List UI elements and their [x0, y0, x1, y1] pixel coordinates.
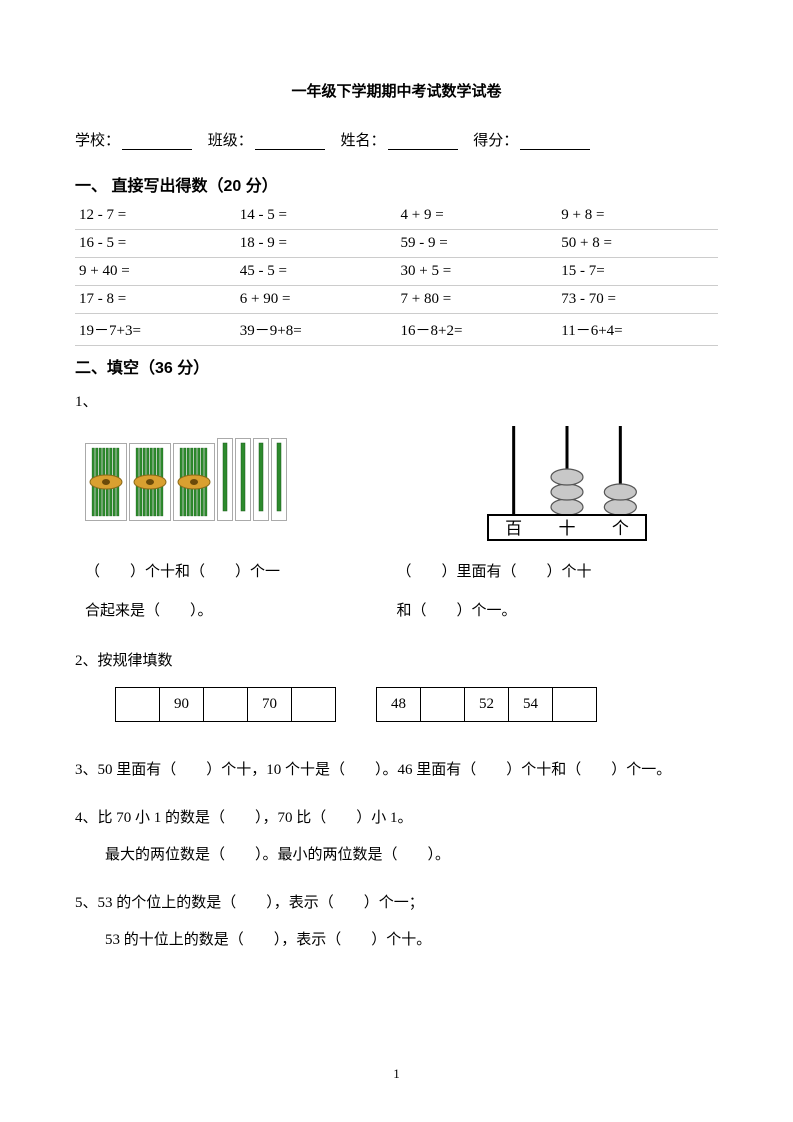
pattern-cell	[421, 688, 465, 722]
stick-bundle	[129, 443, 171, 521]
q1-container: 百十个	[75, 426, 718, 541]
bundle-icon	[176, 446, 212, 518]
stick-single	[271, 438, 287, 521]
arith-cell: 50 + 8 =	[557, 230, 718, 258]
q1-text-row: （ ）个十和（ ）个一 合起来是（ ）。 （ ）里面有（ ）个十 和（ ）个一。	[75, 553, 718, 631]
q3-text: 50 里面有（ ）个十，10 个十是（ ）。46 里面有（ ）个十和（ ）个一。	[98, 762, 672, 778]
arith-cell: 6 + 90 =	[236, 286, 397, 314]
q1-left-line2: 合起来是（ ）。	[85, 592, 397, 631]
arith-cell: 73 - 70 =	[557, 286, 718, 314]
pattern-cell: 48	[377, 688, 421, 722]
svg-text:十: 十	[559, 519, 576, 538]
q1-right-line2: 和（ ）个一。	[397, 592, 719, 631]
q1-left-line1: （ ）个十和（ ）个一	[85, 553, 397, 592]
q1-left-text: （ ）个十和（ ）个一 合起来是（ ）。	[75, 553, 397, 631]
svg-text:个: 个	[612, 519, 629, 538]
arith-cell: 9 + 8 =	[557, 202, 718, 230]
pattern-cell: 52	[465, 688, 509, 722]
q1-number: 1、	[75, 384, 718, 420]
q5: 5、53 的个位上的数是（ ），表示（ ）个一； 53 的十位上的数是（ ），表…	[75, 885, 718, 960]
q5-line1: 53 的个位上的数是（ ），表示（ ）个一；	[98, 895, 424, 911]
arith-cell: 45 - 5 =	[236, 258, 397, 286]
name-blank[interactable]	[388, 134, 458, 150]
arith-cell: 30 + 5 =	[397, 258, 558, 286]
arith-cell: 12 - 7 =	[75, 202, 236, 230]
q5-num: 5、	[75, 895, 98, 911]
page-number: 1	[0, 1066, 793, 1082]
arith-cell: 59 - 9 =	[397, 230, 558, 258]
arith-cell: 19－7+3=	[75, 314, 236, 346]
score-label: 得分：	[473, 133, 518, 149]
pattern-cell	[204, 688, 248, 722]
q3: 3、50 里面有（ ）个十，10 个十是（ ）。46 里面有（ ）个十和（ ）个…	[75, 752, 718, 790]
q4: 4、比 70 小 1 的数是（ ），70 比（ ）小 1。 最大的两位数是（ ）…	[75, 800, 718, 875]
school-label: 学校：	[75, 133, 120, 149]
school-blank[interactable]	[122, 134, 192, 150]
q2-num: 2、	[75, 653, 98, 669]
arithmetic-table: 12 - 7 =14 - 5 =4 + 9 =9 + 8 = 16 - 5 =18…	[75, 202, 718, 346]
q4-num: 4、	[75, 810, 98, 826]
q1-right-text: （ ）里面有（ ）个十 和（ ）个一。	[397, 553, 719, 631]
stick-bundle	[85, 443, 127, 521]
arith-cell: 16 - 5 =	[75, 230, 236, 258]
page-title: 一年级下学期期中考试数学试卷	[75, 80, 718, 101]
arith-cell: 11－6+4=	[557, 314, 718, 346]
sticks-illustration	[85, 426, 397, 521]
q2-text: 按规律填数	[98, 653, 173, 669]
arith-cell: 17 - 8 =	[75, 286, 236, 314]
pattern-tables: 90 70 48 5254	[75, 687, 718, 722]
pattern-cell: 54	[509, 688, 553, 722]
info-row: 学校： 班级： 姓名： 得分：	[75, 129, 718, 150]
stick-icon	[257, 441, 265, 513]
arith-cell: 18 - 9 =	[236, 230, 397, 258]
name-label: 姓名：	[341, 133, 386, 149]
arith-cell: 39－9+8=	[236, 314, 397, 346]
pattern-cell	[116, 688, 160, 722]
stick-icon	[275, 441, 283, 513]
pattern-table-1: 90 70	[115, 687, 336, 722]
section2-title: 二、填空（36 分）	[75, 354, 718, 378]
stick-bundle	[173, 443, 215, 521]
q2-label: 2、按规律填数	[75, 643, 718, 679]
q4-line1: 比 70 小 1 的数是（ ），70 比（ ）小 1。	[98, 810, 413, 826]
section1-title: 一、 直接写出得数（20 分）	[75, 172, 718, 196]
q4-line2: 最大的两位数是（ ）。最小的两位数是（ ）。	[75, 837, 718, 875]
q1-right-line1: （ ）里面有（ ）个十	[397, 553, 719, 592]
arith-cell: 14 - 5 =	[236, 202, 397, 230]
bundle-icon	[88, 446, 124, 518]
stick-single	[217, 438, 233, 521]
abacus-svg: 百十个	[487, 426, 647, 541]
q3-num: 3、	[75, 762, 98, 778]
pattern-cell: 90	[160, 688, 204, 722]
score-blank[interactable]	[520, 134, 590, 150]
class-label: 班级：	[208, 133, 253, 149]
arith-cell: 9 + 40 =	[75, 258, 236, 286]
arith-cell: 7 + 80 =	[397, 286, 558, 314]
q5-line2: 53 的十位上的数是（ ），表示（ ）个十。	[75, 922, 718, 960]
q1-left	[75, 426, 397, 541]
q1-right: 百十个	[397, 426, 719, 541]
pattern-cell	[553, 688, 597, 722]
arith-cell: 4 + 9 =	[397, 202, 558, 230]
stick-single	[235, 438, 251, 521]
class-blank[interactable]	[255, 134, 325, 150]
pattern-cell	[292, 688, 336, 722]
stick-icon	[221, 441, 229, 513]
stick-icon	[239, 441, 247, 513]
arith-cell: 16－8+2=	[397, 314, 558, 346]
abacus-illustration: 百十个	[397, 426, 719, 541]
stick-single	[253, 438, 269, 521]
bundle-icon	[132, 446, 168, 518]
svg-text:百: 百	[505, 519, 522, 538]
pattern-cell: 70	[248, 688, 292, 722]
arith-cell: 15 - 7=	[557, 258, 718, 286]
pattern-table-2: 48 5254	[376, 687, 597, 722]
